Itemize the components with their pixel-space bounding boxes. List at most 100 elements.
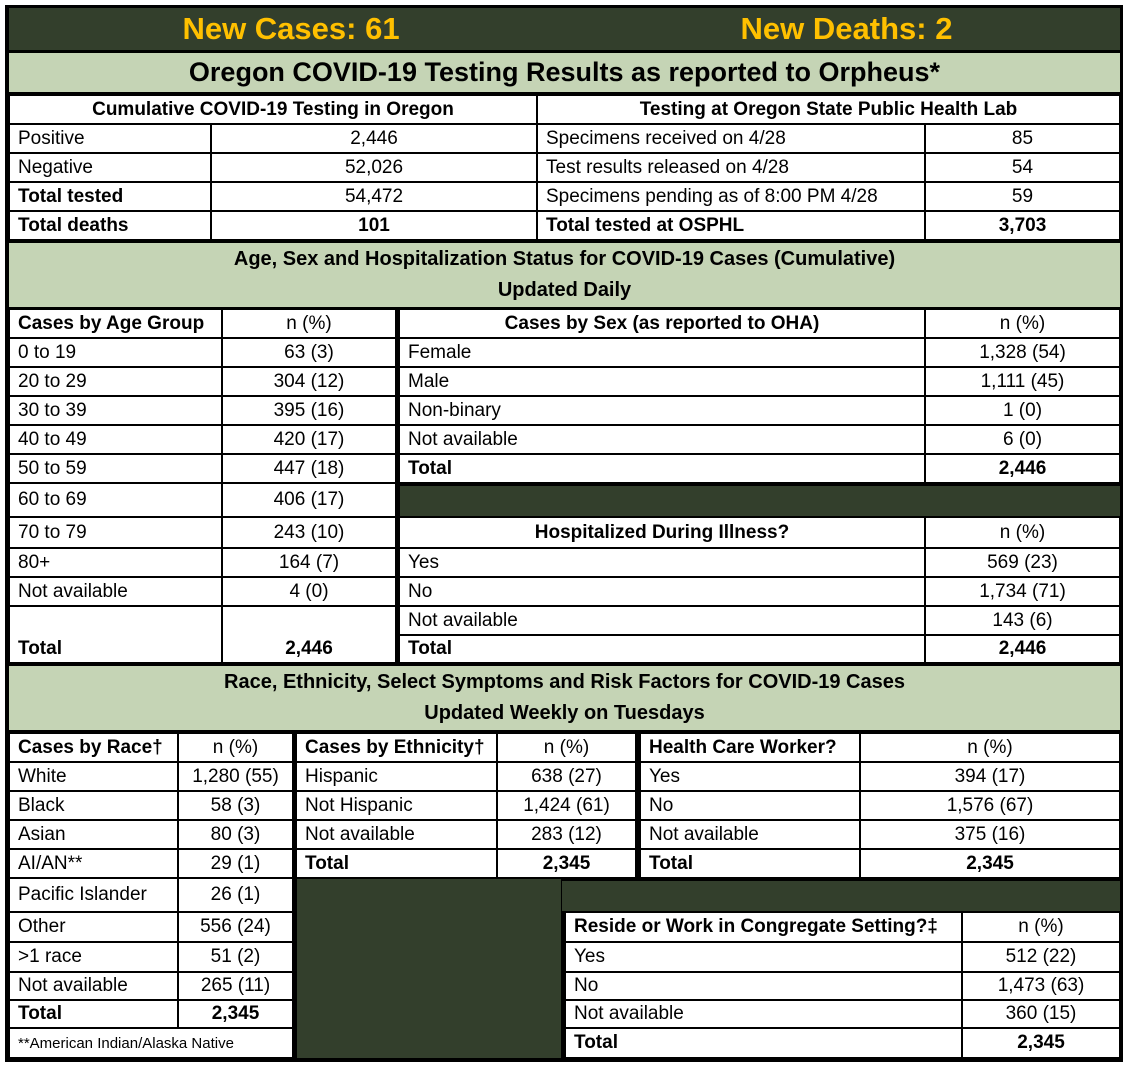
column-header: Cases by Sex (as reported to OHA) <box>400 310 924 337</box>
row-value: 58 (3) <box>179 792 292 819</box>
column-header: Health Care Worker? <box>641 734 859 761</box>
row-label: Total tested at OSPHL <box>538 212 924 239</box>
row-label: Not available <box>566 1001 961 1027</box>
row-label: Total tested <box>10 183 210 210</box>
row-value: 2,345 <box>179 1001 292 1027</box>
row-value: 143 (6) <box>926 607 1119 634</box>
row-label: Not available <box>297 821 496 848</box>
row-value: 54 <box>926 154 1119 181</box>
column-header: n (%) <box>926 310 1119 337</box>
row-value: 85 <box>926 125 1119 152</box>
row-label: Black <box>10 792 177 819</box>
column-header: n (%) <box>926 518 1119 547</box>
row-value: 80 (3) <box>179 821 292 848</box>
row-value: 283 (12) <box>498 821 635 848</box>
row-label: >1 race <box>10 943 177 971</box>
column-header: n (%) <box>223 310 395 337</box>
row-value: 375 (16) <box>861 821 1119 848</box>
row-label: Non-binary <box>400 397 924 424</box>
column-header: n (%) <box>179 734 292 761</box>
section-title: Updated Daily <box>497 279 632 301</box>
row-value: 52,026 <box>212 154 536 181</box>
row-value: 394 (17) <box>861 763 1119 790</box>
row-label: Asian <box>10 821 177 848</box>
row-label: Yes <box>566 943 961 971</box>
row-label: Not available <box>641 821 859 848</box>
row-label: Not available <box>400 607 924 634</box>
row-label: Not available <box>10 973 177 999</box>
row-label: Specimens received on 4/28 <box>538 125 924 152</box>
row-value: 360 (15) <box>963 1001 1119 1027</box>
row-value: 243 (10) <box>223 518 395 547</box>
row-label: AI/AN** <box>10 850 177 877</box>
row-label: Total <box>400 455 924 482</box>
row-label: Total <box>566 1029 961 1057</box>
row-label: No <box>641 792 859 819</box>
row-label: 20 to 29 <box>10 368 221 395</box>
row-value: 2,345 <box>498 850 635 877</box>
section-band: Age, Sex and Hospitalization Status for … <box>9 243 1120 307</box>
column-header: n (%) <box>963 913 1119 941</box>
row-value: 1,111 (45) <box>926 368 1119 395</box>
table-title: Testing at Oregon State Public Health La… <box>538 96 1119 123</box>
row-label: Test results released on 4/28 <box>538 154 924 181</box>
divider-bar <box>400 486 1120 516</box>
row-value: 63 (3) <box>223 339 395 366</box>
row-value: 59 <box>926 183 1119 210</box>
row-value: 1,473 (63) <box>963 973 1119 999</box>
row-label: No <box>400 578 924 605</box>
row-value: 1,328 (54) <box>926 339 1119 366</box>
header-bar: New Cases: 61 New Deaths: 2 <box>9 8 1120 50</box>
row-label: Female <box>400 339 924 366</box>
row-label: Not available <box>400 426 924 453</box>
row-value: 265 (11) <box>179 973 292 999</box>
footnote: **American Indian/Alaska Native <box>10 1029 292 1057</box>
column-header: Cases by Race† <box>10 734 177 761</box>
row-label: Positive <box>10 125 210 152</box>
row-label: Hispanic <box>297 763 496 790</box>
row-value: 164 (7) <box>223 549 395 576</box>
row-label: Male <box>400 368 924 395</box>
row-label: Total deaths <box>10 212 210 239</box>
row-value: 3,703 <box>926 212 1119 239</box>
row-label: Pacific Islander <box>10 879 177 911</box>
row-value: 51 (2) <box>179 943 292 971</box>
row-label: Total <box>297 850 496 877</box>
column-header: n (%) <box>861 734 1119 761</box>
row-label: 0 to 19 <box>10 339 221 366</box>
section-band: Race, Ethnicity, Select Symptoms and Ris… <box>9 666 1120 730</box>
column-header: Hospitalized During Illness? <box>400 518 924 547</box>
row-label: 60 to 69 <box>10 484 221 516</box>
row-label: White <box>10 763 177 790</box>
row-label: Total <box>400 636 924 662</box>
row-label: Not available <box>10 578 221 605</box>
row-label: Yes <box>400 549 924 576</box>
section-title: Age, Sex and Hospitalization Status for … <box>233 248 896 270</box>
row-value: 1,734 (71) <box>926 578 1119 605</box>
row-value: 1,424 (61) <box>498 792 635 819</box>
row-value: 569 (23) <box>926 549 1119 576</box>
row-label: 40 to 49 <box>10 426 221 453</box>
row-label: No <box>566 973 961 999</box>
row-value: 2,446 <box>926 455 1119 482</box>
row-value: 54,472 <box>212 183 536 210</box>
column-header: Reside or Work in Congregate Setting?‡ <box>566 913 961 941</box>
row-value: 2,446 <box>926 636 1119 662</box>
column-header: Cases by Age Group <box>10 310 221 337</box>
row-value: 556 (24) <box>179 913 292 941</box>
title-band: Oregon COVID-19 Testing Results as repor… <box>9 53 1120 92</box>
row-label: Yes <box>641 763 859 790</box>
section-title: Updated Weekly on Tuesdays <box>424 702 705 724</box>
row-value: 406 (17) <box>223 484 395 516</box>
row-value: 1,576 (67) <box>861 792 1119 819</box>
row-value: 1 (0) <box>926 397 1119 424</box>
filler-block <box>297 879 561 1058</box>
row-value: 638 (27) <box>498 763 635 790</box>
row-label: Total <box>10 1001 177 1027</box>
row-label: Negative <box>10 154 210 181</box>
row-label: Not Hispanic <box>297 792 496 819</box>
row-label: 30 to 39 <box>10 397 221 424</box>
column-header: n (%) <box>498 734 635 761</box>
row-label: 80+ <box>10 549 221 576</box>
